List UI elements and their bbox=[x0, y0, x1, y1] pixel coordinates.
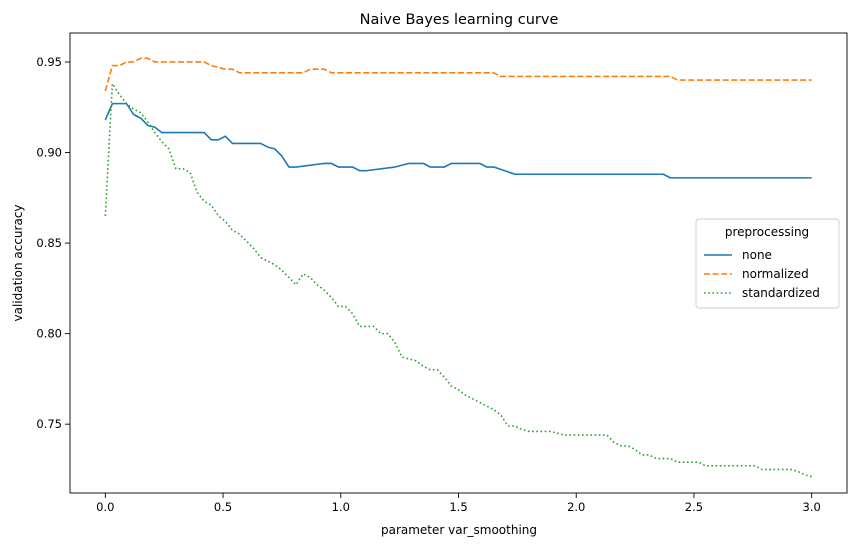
x-axis-label: parameter var_smoothing bbox=[381, 523, 537, 537]
y-tick-label: 0.75 bbox=[36, 417, 62, 431]
legend-box bbox=[695, 218, 840, 309]
series-line-none bbox=[104, 102, 812, 179]
x-tick-label: 1.0 bbox=[332, 500, 350, 514]
y-tick-label: 0.95 bbox=[36, 55, 62, 69]
x-tick-label: 1.5 bbox=[449, 500, 467, 514]
y-axis: 0.75 0.80 0.85 0.90 0.95 bbox=[36, 55, 70, 431]
x-tick-label: 0.5 bbox=[214, 500, 232, 514]
x-tick-label: 2.0 bbox=[567, 500, 585, 514]
x-axis: 0.0 0.5 1.0 1.5 2.0 2.5 3.0 bbox=[96, 493, 821, 514]
legend-label-standardized: standardized bbox=[742, 286, 820, 300]
series-layer bbox=[104, 57, 812, 478]
y-tick-label: 0.90 bbox=[36, 146, 62, 160]
legend-items: none normalized standardized bbox=[704, 248, 820, 300]
legend: preprocessing none normalized standardized bbox=[695, 218, 840, 309]
x-tick-label: 0.0 bbox=[96, 500, 114, 514]
y-tick-label: 0.80 bbox=[36, 327, 62, 341]
legend-title: preprocessing bbox=[725, 225, 809, 239]
x-tick-label: 3.0 bbox=[803, 500, 821, 514]
series-line-normalized bbox=[104, 57, 812, 92]
legend-label-normalized: normalized bbox=[742, 267, 809, 281]
chart-title: Naive Bayes learning curve bbox=[360, 12, 559, 28]
x-tick-label: 2.5 bbox=[685, 500, 703, 514]
legend-label-none: none bbox=[742, 248, 772, 262]
y-tick-label: 0.85 bbox=[36, 236, 62, 250]
series-line-standardized bbox=[104, 82, 812, 478]
y-axis-label: validation accuracy bbox=[11, 204, 25, 321]
